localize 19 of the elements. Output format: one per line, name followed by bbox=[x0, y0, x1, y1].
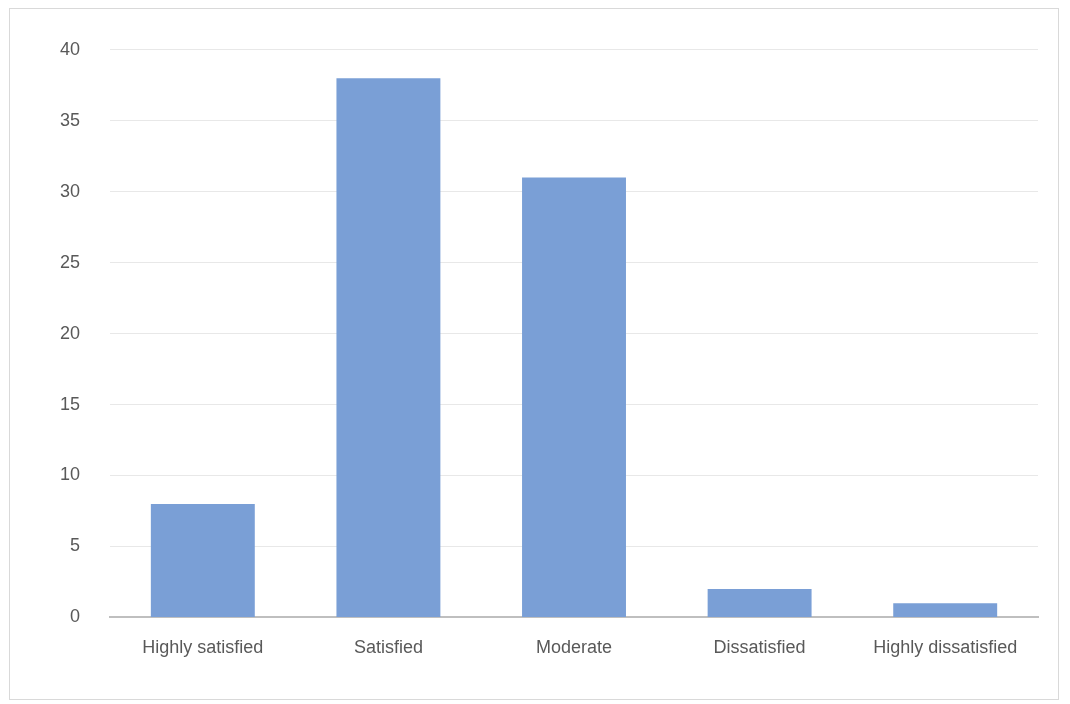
x-tick-label: Satisfied bbox=[353, 637, 423, 658]
y-tick-label: 5 bbox=[70, 535, 81, 556]
x-tick-label: Moderate bbox=[535, 637, 613, 658]
bar bbox=[707, 589, 812, 617]
y-tick-label: 30 bbox=[59, 180, 81, 201]
bar bbox=[336, 78, 441, 617]
y-tick-label: 0 bbox=[70, 606, 81, 627]
x-tick-label: Dissatisfied bbox=[713, 637, 806, 658]
bar bbox=[150, 503, 255, 617]
bar bbox=[893, 603, 998, 617]
bar bbox=[522, 177, 626, 617]
y-tick-label: 35 bbox=[59, 109, 81, 130]
y-tick-label: 10 bbox=[59, 464, 81, 485]
x-tick-label: Highly satisfied bbox=[142, 637, 264, 658]
y-tick-label: 15 bbox=[59, 393, 81, 414]
y-tick-label: 20 bbox=[59, 322, 81, 343]
x-tick-label: Highly dissatisfied bbox=[873, 637, 1018, 658]
y-tick-label: 40 bbox=[59, 38, 81, 59]
y-tick-label: 25 bbox=[59, 251, 81, 272]
